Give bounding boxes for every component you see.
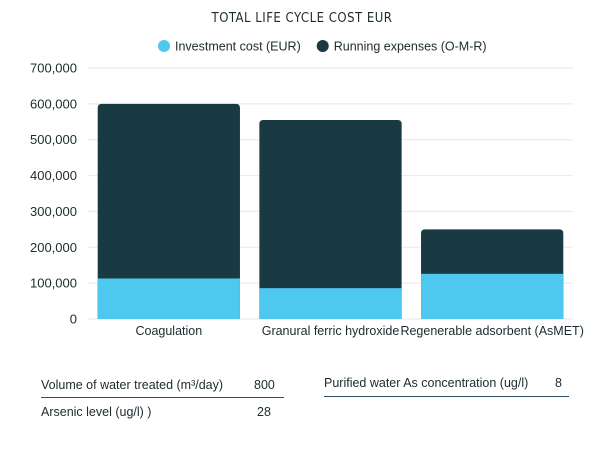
x-tick-label: Regenerable adsorbent (AsMET) [400, 324, 583, 338]
legend-label-0: Investment cost (EUR) [175, 40, 301, 54]
x-tick-label: Coagulation [135, 324, 202, 338]
legend-marker-0 [158, 40, 170, 52]
volume-info-row: Volume of water treated (m³/day) 800 [41, 378, 284, 398]
y-tick-label: 0 [70, 312, 77, 327]
purified-label: Purified water As concentration (ug/l) [324, 376, 529, 390]
arsenic-label: Arsenic level (ug/l) ) [41, 405, 152, 419]
y-tick-label: 700,000 [30, 61, 77, 76]
y-tick-label: 300,000 [30, 204, 77, 219]
legend-marker-1 [316, 40, 329, 52]
stacked-bar-chart: TOTAL LIFE CYCLE COST EUR Investment cost… [30, 11, 584, 338]
bar-investment-0 [97, 278, 240, 319]
y-tick-label: 200,000 [30, 240, 77, 255]
volume-divider [41, 397, 284, 398]
legend-label-1: Running expenses (O-M-R) [334, 40, 487, 54]
y-tick-label: 100,000 [30, 276, 77, 291]
volume-value: 800 [254, 378, 275, 392]
bar-investment-2 [421, 273, 564, 319]
y-tick-label: 600,000 [30, 96, 77, 111]
arsenic-info-row: Arsenic level (ug/l) ) 28 [41, 405, 284, 425]
purified-info-row: Purified water As concentration (ug/l) 8 [324, 376, 569, 397]
bar-running-1 [259, 119, 402, 319]
y-tick-label: 400,000 [30, 168, 77, 183]
x-tick-label: Granural ferric hydroxide [262, 324, 400, 338]
bar-investment-1 [259, 288, 402, 319]
chart-title: TOTAL LIFE CYCLE COST EUR [211, 11, 393, 26]
bar-running-0 [97, 103, 240, 319]
arsenic-value: 28 [257, 405, 271, 419]
volume-label: Volume of water treated (m³/day) [41, 378, 224, 392]
y-tick-label: 500,000 [30, 132, 77, 147]
purified-divider [324, 396, 569, 397]
purified-value: 8 [555, 376, 562, 390]
